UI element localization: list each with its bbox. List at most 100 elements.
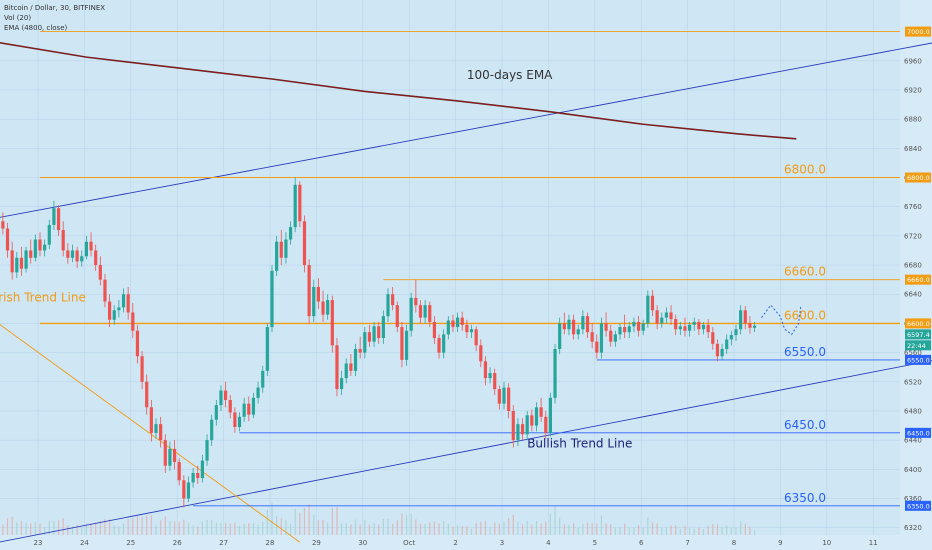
candle-body bbox=[163, 440, 167, 466]
candle-body bbox=[697, 321, 701, 330]
candle-body bbox=[423, 305, 427, 318]
volume-bar bbox=[104, 518, 106, 535]
candle-body bbox=[47, 224, 51, 245]
volume-bar bbox=[605, 523, 607, 535]
candle-body bbox=[544, 416, 548, 433]
candle-body bbox=[56, 208, 61, 231]
volume-bar bbox=[364, 519, 366, 535]
time-axis[interactable]: 23 24 25 26 27 28 29 30 Oct 2 3 4 5 6 7 8 9 10 11 bbox=[34, 539, 878, 547]
volume-bar bbox=[382, 518, 384, 535]
x-tick-label: 27 bbox=[219, 539, 228, 547]
candle-body bbox=[145, 381, 149, 408]
candle-body bbox=[469, 329, 474, 333]
candle-body bbox=[196, 472, 200, 479]
x-tick-label: 4 bbox=[546, 539, 551, 547]
volume-bar bbox=[132, 518, 134, 535]
candle-body bbox=[655, 310, 659, 324]
price-badge-label: 7000.0 bbox=[907, 28, 930, 36]
volume-bar bbox=[559, 517, 561, 535]
candle-body bbox=[386, 294, 390, 317]
volume-bar bbox=[628, 527, 630, 535]
trend-line bbox=[0, 360, 932, 543]
candle-body bbox=[15, 257, 19, 273]
price-badge bbox=[905, 354, 931, 365]
candle-body bbox=[172, 448, 177, 463]
x-tick-label: 26 bbox=[173, 539, 182, 547]
x-tick-label: 6 bbox=[639, 539, 644, 547]
candle-body bbox=[349, 363, 353, 371]
candle-body bbox=[363, 332, 367, 353]
candle-body bbox=[247, 403, 251, 415]
candle-body bbox=[279, 241, 283, 258]
candle-body bbox=[409, 297, 413, 331]
candle-body bbox=[572, 319, 576, 335]
candle-body bbox=[1, 221, 5, 229]
candle-body bbox=[706, 324, 710, 333]
x-tick-label: 25 bbox=[126, 539, 135, 547]
level-label: 6550.0 bbox=[784, 345, 826, 359]
price-badge-label: 6600.0 bbox=[907, 320, 930, 328]
y-tick-label: 6560 bbox=[904, 349, 922, 357]
price-badge bbox=[905, 26, 931, 37]
volume-bar bbox=[702, 529, 705, 535]
candle-body bbox=[43, 244, 47, 251]
volume-bar bbox=[512, 514, 514, 535]
y-tick-label: 6840 bbox=[904, 145, 922, 153]
volume-bar bbox=[39, 523, 41, 535]
ema-line bbox=[0, 42, 797, 140]
candle-body bbox=[678, 326, 682, 330]
candle-body bbox=[270, 270, 274, 328]
candle-body bbox=[599, 323, 604, 353]
candle-body bbox=[80, 256, 84, 262]
candle-body bbox=[548, 397, 552, 433]
y-tick-label: 6440 bbox=[904, 437, 922, 445]
volume-bar bbox=[549, 514, 551, 535]
volume-bar bbox=[243, 523, 245, 535]
volume-bar bbox=[531, 524, 533, 535]
candle-body bbox=[70, 250, 75, 258]
volume-bar bbox=[429, 522, 431, 535]
candle-body bbox=[307, 265, 311, 317]
price-badge bbox=[905, 427, 931, 438]
candle-body bbox=[381, 316, 385, 339]
candle-body bbox=[456, 317, 460, 328]
candle-body bbox=[567, 319, 571, 330]
volume-bar bbox=[201, 521, 203, 535]
volume-bar bbox=[586, 522, 589, 535]
y-tick-label: 6400 bbox=[904, 466, 922, 474]
candle-body bbox=[632, 321, 636, 327]
candle-body bbox=[609, 330, 613, 342]
y-tick-label: 6720 bbox=[904, 232, 922, 240]
candle-body bbox=[159, 424, 163, 441]
candle-body bbox=[10, 250, 14, 273]
candle-body bbox=[618, 327, 622, 335]
candle-body bbox=[19, 257, 24, 269]
x-tick-label: 23 bbox=[34, 539, 43, 547]
volume-bar bbox=[308, 504, 310, 535]
volume-bar bbox=[303, 507, 306, 535]
candle-body bbox=[377, 326, 381, 339]
volume-bar bbox=[118, 526, 120, 535]
candle-body bbox=[502, 387, 506, 404]
volume-bar bbox=[289, 523, 292, 535]
candle-body bbox=[460, 317, 464, 325]
volume-bar bbox=[327, 522, 329, 535]
price-badge-label: 6597.4 bbox=[907, 331, 930, 339]
volume-bar bbox=[740, 521, 742, 535]
volume-bar bbox=[271, 502, 273, 535]
volume-bar bbox=[266, 509, 268, 535]
volume-bar bbox=[452, 526, 454, 535]
volume-bar bbox=[665, 527, 667, 535]
candle-body bbox=[748, 323, 752, 328]
volume-bar bbox=[211, 519, 213, 535]
candle-body bbox=[701, 324, 706, 330]
candle-body bbox=[692, 321, 696, 325]
volume-bar bbox=[6, 518, 9, 535]
candle-body bbox=[446, 320, 450, 335]
volume-bar bbox=[726, 525, 728, 535]
volume-bar bbox=[749, 526, 751, 535]
volume-bar bbox=[187, 522, 190, 535]
candle-body bbox=[251, 397, 256, 415]
candle-body bbox=[29, 250, 33, 258]
volume-bar bbox=[173, 521, 176, 535]
